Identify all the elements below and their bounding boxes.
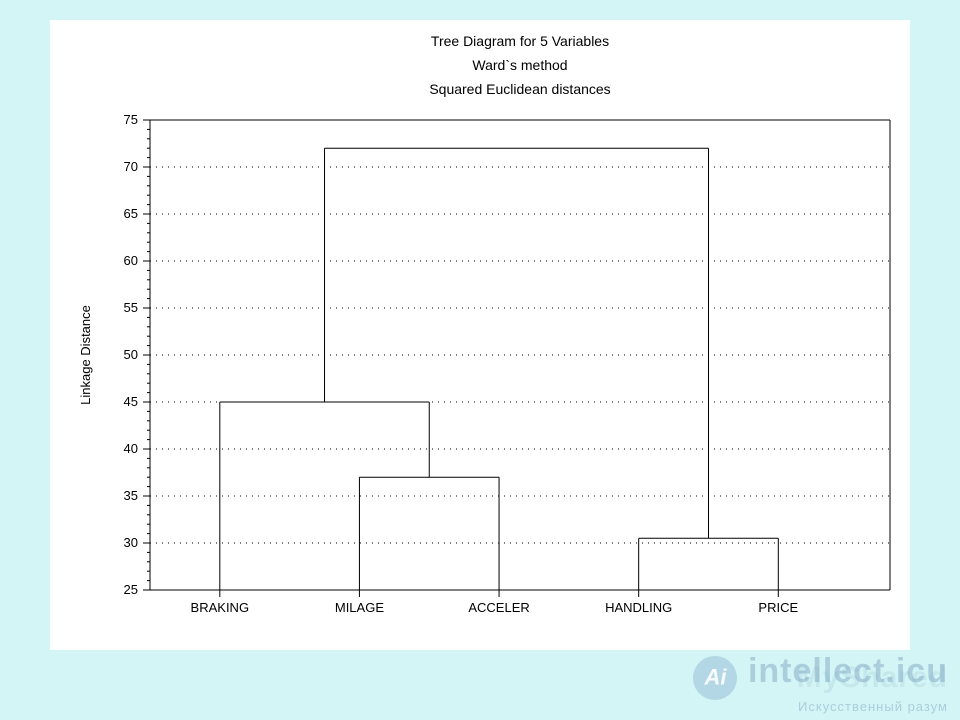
y-tick-label: 70 [124, 159, 138, 174]
y-tick-label: 30 [124, 535, 138, 550]
y-tick-label: 50 [124, 347, 138, 362]
y-tick-label: 65 [124, 206, 138, 221]
y-tick-label: 25 [124, 582, 138, 597]
x-tick-label: BRAKING [191, 600, 250, 615]
y-tick-label: 75 [124, 112, 138, 127]
y-tick-label: 60 [124, 253, 138, 268]
x-tick-label: PRICE [758, 600, 798, 615]
chart-panel: Tree Diagram for 5 Variables Ward`s metho… [50, 20, 910, 650]
chart-title: Ward`s method [472, 57, 567, 73]
y-axis-label: Linkage Distance [78, 305, 93, 405]
y-tick-label: 55 [124, 300, 138, 315]
x-tick-label: ACCELER [468, 600, 529, 615]
chart-title: Squared Euclidean distances [429, 81, 610, 97]
x-tick-label: HANDLING [605, 600, 672, 615]
chart-title: Tree Diagram for 5 Variables [431, 33, 609, 49]
y-tick-label: 35 [124, 488, 138, 503]
y-tick-label: 45 [124, 394, 138, 409]
dendrogram-chart: Tree Diagram for 5 Variables Ward`s metho… [50, 20, 910, 650]
x-tick-label: MILAGE [335, 600, 384, 615]
y-tick-label: 40 [124, 441, 138, 456]
